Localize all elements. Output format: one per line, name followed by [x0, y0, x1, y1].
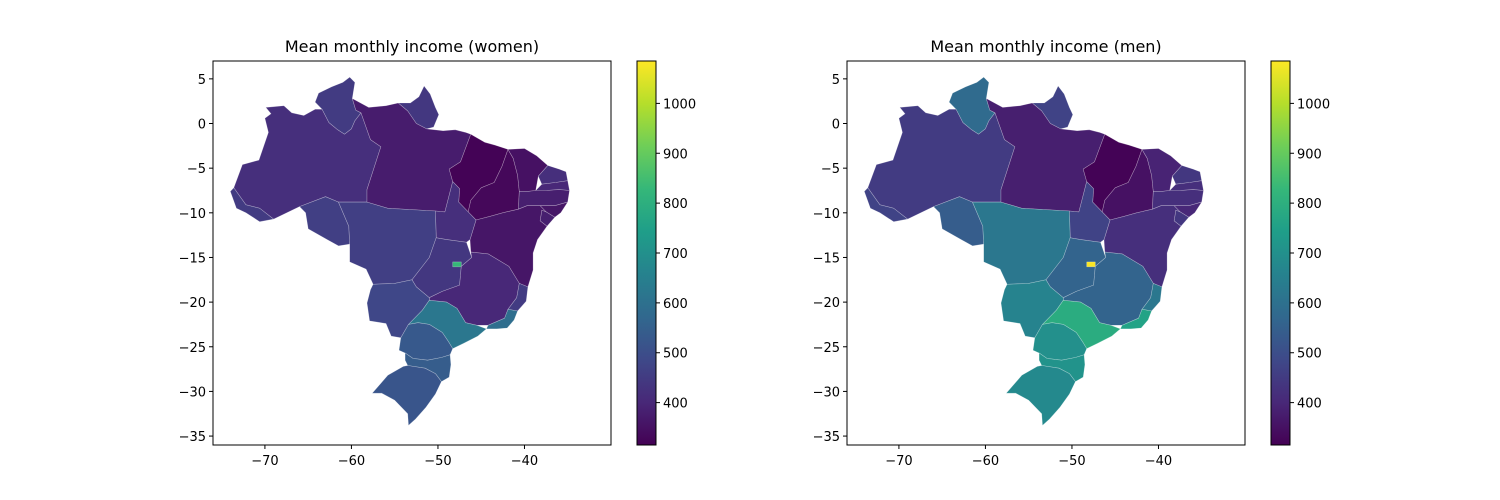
state-piaui: Piauí: [1101, 149, 1154, 221]
x-tick-label: −40: [1145, 454, 1172, 469]
colorbar-tick-label: 700: [1297, 247, 1322, 262]
state-sao-paulo: São Paulo: [1042, 299, 1121, 349]
state-rondonia: Rondônia: [933, 196, 985, 247]
colorbar: 400 500 600 700 800 900 1000: [636, 60, 696, 446]
chart-title: Mean monthly income (men): [930, 37, 1161, 56]
map-panel-2: Mean monthly income (men) RoraimaAmapáAma…: [813, 37, 1331, 469]
y-tick-label: −5: [821, 162, 840, 177]
colorbar-tick-label: 600: [1297, 297, 1322, 312]
colorbar-tick-label: 600: [663, 297, 688, 312]
y-tick-label: −10: [813, 207, 840, 222]
state-rio-de-janeiro: Rio de Janeiro: [1120, 308, 1152, 330]
state-layer: RoraimaAmapáAmazonasAcreParáMaranhãoPiau…: [863, 76, 1204, 426]
x-tick-label: −50: [1058, 454, 1085, 469]
y-tick-label: −10: [179, 207, 206, 222]
x-tick-label: −60: [972, 454, 999, 469]
state-goias: Goiás: [1045, 237, 1106, 299]
y-tick-label: −35: [179, 430, 206, 445]
state-rio-grande-do-sul: Rio Grande do Sul: [371, 365, 442, 426]
y-tick-label: 5: [832, 73, 840, 88]
state-mato-grosso: Mato Grosso: [338, 201, 437, 285]
y-tick-label: −30: [179, 385, 206, 400]
state-tocantins: Tocantins: [1069, 181, 1111, 243]
state-acre: Acre: [230, 187, 274, 222]
state-amazonas: Amazonas: [867, 105, 1016, 220]
state-rio-grande-do-sul: Rio Grande do Sul: [1005, 365, 1076, 426]
state-mato-grosso-do-sul: Mato Grosso do Sul: [366, 279, 430, 339]
state-distrito-federal: Distrito Federal: [452, 261, 462, 268]
colorbar-tick-label: 1000: [1297, 97, 1330, 112]
x-tick-label: −40: [511, 454, 538, 469]
colorbar-gradient: [1270, 60, 1291, 446]
chart-title: Mean monthly income (women): [285, 37, 539, 56]
state-tocantins: Tocantins: [435, 181, 477, 243]
colorbar-tick-label: 500: [663, 347, 688, 362]
colorbar-gradient: [636, 60, 657, 446]
y-tick-label: −15: [179, 251, 206, 266]
x-tick-label: −70: [885, 454, 912, 469]
y-tick-label: 5: [198, 73, 206, 88]
state-rio-de-janeiro: Rio de Janeiro: [486, 308, 518, 330]
colorbar-tick-label: 900: [1297, 147, 1322, 162]
state-mato-grosso-do-sul: Mato Grosso do Sul: [1000, 279, 1064, 339]
axes-frame: [212, 60, 612, 446]
y-tick-label: −25: [813, 341, 840, 356]
state-layer: RoraimaAmapáAmazonasAcreParáMaranhãoPiau…: [230, 76, 570, 426]
state-distrito-federal: Distrito Federal: [1086, 261, 1096, 268]
state-acre: Acre: [863, 187, 908, 222]
x-tick-label: −60: [338, 454, 365, 469]
colorbar-tick-label: 400: [1297, 397, 1322, 412]
colorbar-tick-label: 400: [663, 397, 688, 412]
y-tick-label: −20: [179, 296, 206, 311]
state-sao-paulo: São Paulo: [408, 299, 487, 349]
colorbar-tick-label: 700: [663, 247, 688, 262]
y-tick-label: −25: [179, 341, 206, 356]
y-tick-label: 0: [832, 118, 840, 133]
axes-frame: [846, 60, 1246, 446]
colorbar-tick-label: 800: [1297, 197, 1322, 212]
state-rio-grande-do-norte: Rio Grande do Norte: [1172, 165, 1202, 185]
state-mato-grosso: Mato Grosso: [972, 201, 1071, 285]
y-tick-label: 0: [198, 118, 206, 133]
map-panel-1: Mean monthly income (women) RoraimaAmapáA…: [179, 37, 697, 469]
y-tick-label: −15: [813, 251, 840, 266]
colorbar-tick-label: 800: [663, 197, 688, 212]
y-tick-label: −20: [813, 296, 840, 311]
state-rondonia: Rondônia: [299, 196, 351, 247]
colorbar: 400 500 600 700 800 900 1000: [1270, 60, 1330, 446]
colorbar-tick-label: 500: [1297, 347, 1322, 362]
colorbar-tick-label: 1000: [663, 97, 696, 112]
x-tick-label: −50: [424, 454, 451, 469]
x-tick-label: −70: [251, 454, 278, 469]
y-tick-label: −5: [187, 162, 206, 177]
y-tick-label: −30: [813, 385, 840, 400]
y-tick-label: −35: [813, 430, 840, 445]
colorbar-tick-label: 900: [663, 147, 688, 162]
